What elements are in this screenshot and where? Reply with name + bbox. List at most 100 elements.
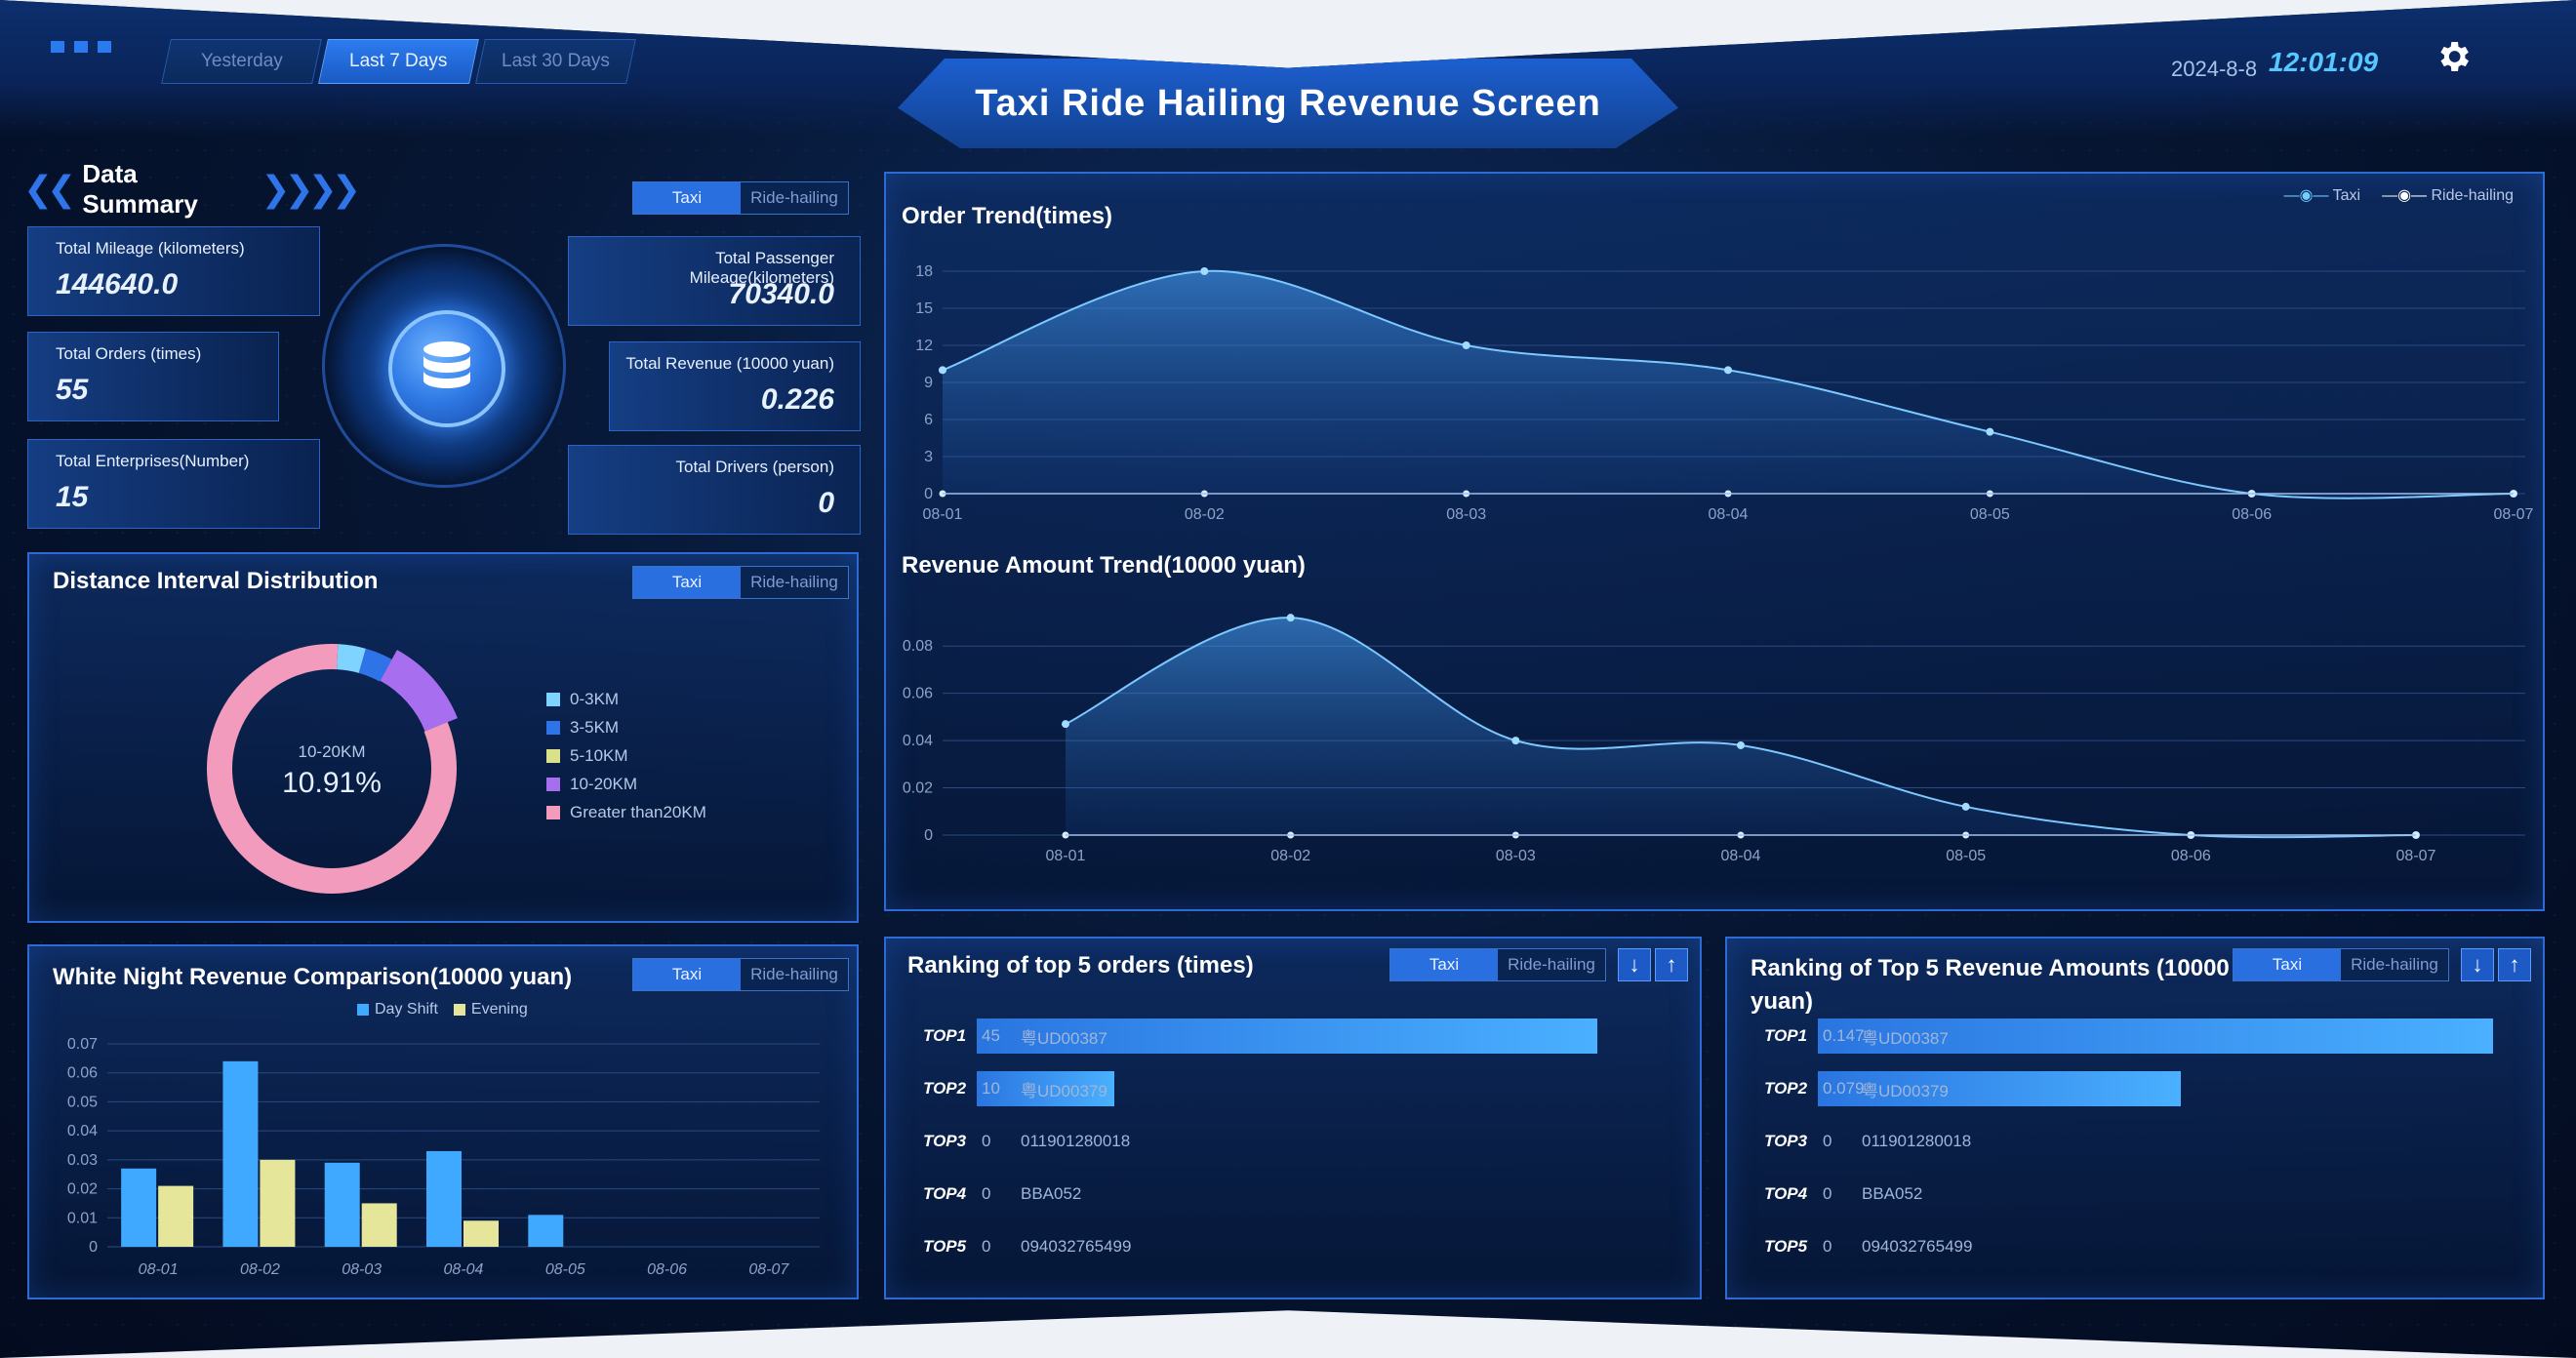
sort-down-icon[interactable]: ↓ [1618, 948, 1651, 981]
x-tick-label: 08-03 [1446, 506, 1486, 523]
bar-day-shift[interactable] [222, 1060, 259, 1247]
bar-evening[interactable] [260, 1159, 296, 1247]
donut-slice-greater-than20km [207, 644, 457, 894]
distance-title: Distance Interval Distribution [53, 568, 379, 594]
bar-evening[interactable] [158, 1185, 194, 1247]
toggle-taxi[interactable]: Taxi [1390, 949, 1498, 980]
rank-revenue-toggle: Taxi Ride-hailing [2233, 948, 2449, 981]
date-display: 2024-8-8 [2171, 57, 2258, 81]
x-tick-label: 08-01 [1046, 848, 1086, 864]
y-tick-label: 0.03 [67, 1152, 98, 1169]
bar-day-shift[interactable] [121, 1168, 157, 1247]
series-area [943, 270, 2514, 499]
x-tick-label: 08-05 [1970, 506, 2010, 523]
toggle-ride-hailing[interactable]: Ride-hailing [2341, 949, 2448, 980]
legend-item-10-20km: 10-20KM [546, 770, 706, 798]
x-tick-label: 08-02 [1185, 506, 1225, 523]
menu-dots-icon[interactable] [51, 41, 111, 53]
rank-name: 094032765499 [1021, 1237, 1132, 1256]
toggle-ride-hailing[interactable]: Ride-hailing [741, 182, 848, 214]
data-point[interactable] [1462, 341, 1470, 349]
sort-up-icon[interactable]: ↑ [1655, 948, 1688, 981]
stat-total-drivers: Total Drivers (person) 0 [568, 445, 861, 535]
rank-row[interactable]: TOP5 0 094032765499 [923, 1229, 1665, 1264]
rank-orders-toggle: Taxi Ride-hailing [1389, 948, 1606, 981]
rank-value: 0 [982, 1132, 991, 1150]
x-tick-label: 08-03 [342, 1261, 382, 1278]
rank-row[interactable]: TOP2 10 粤UD00379 [923, 1071, 1665, 1106]
x-tick-label: 08-01 [139, 1261, 179, 1278]
bar-day-shift[interactable] [426, 1150, 462, 1247]
rank-revenue-title: Ranking of Top 5 Revenue Amounts (10000 … [1751, 955, 2230, 1015]
y-tick-label: 0 [924, 827, 933, 844]
rank-row[interactable]: TOP2 0.079 粤UD00379 [1764, 1071, 2506, 1106]
rank-row[interactable]: TOP4 0 BBA052 [1764, 1177, 2506, 1212]
toggle-ride-hailing[interactable]: Ride-hailing [741, 567, 848, 598]
legend-item-day-shift: Day Shift [357, 1001, 438, 1018]
y-tick-label: 0.08 [903, 638, 933, 655]
data-point[interactable] [1737, 740, 1745, 749]
tab-yesterday[interactable]: Yesterday [161, 39, 322, 84]
rank-value: 0.079 [1823, 1079, 1865, 1098]
rank-row[interactable]: TOP5 0 094032765499 [1764, 1229, 2506, 1264]
sort-down-icon[interactable]: ↓ [2461, 948, 2494, 981]
rank-row[interactable]: TOP4 0 BBA052 [923, 1177, 1665, 1212]
legend-item-5-10km: 5-10KM [546, 741, 706, 770]
tab-last-7-days[interactable]: Last 7 Days [318, 39, 479, 84]
data-point[interactable] [1724, 366, 1732, 375]
toggle-taxi[interactable]: Taxi [633, 182, 741, 214]
toggle-taxi[interactable]: Taxi [633, 959, 741, 990]
gear-icon[interactable] [2434, 37, 2473, 76]
stat-total-revenue: Total Revenue (10000 yuan) 0.226 [609, 341, 861, 431]
x-tick-label: 08-04 [1721, 848, 1761, 864]
tab-last-30-days[interactable]: Last 30 Days [475, 39, 636, 84]
bar-evening[interactable] [361, 1203, 397, 1247]
rank-orders-sort: ↓ ↑ [1618, 948, 1688, 981]
data-summary-title: Data Summary [82, 159, 198, 219]
sort-up-icon[interactable]: ↑ [2498, 948, 2531, 981]
rank-row[interactable]: TOP1 45 粤UD00387 [923, 1018, 1665, 1054]
rank-label: TOP1 [1764, 1026, 1808, 1045]
x-tick-label: 08-07 [2396, 848, 2436, 864]
rank-value: 0 [1823, 1132, 1832, 1150]
data-point[interactable] [939, 366, 946, 375]
distance-panel: Distance Interval Distribution Taxi Ride… [27, 552, 859, 923]
database-icon [388, 310, 505, 427]
rank-value: 10 [982, 1079, 1000, 1098]
data-summary-header: ❮❮ Data Summary ❯❯❯❯ [23, 159, 361, 219]
data-point[interactable] [1200, 267, 1209, 275]
data-point[interactable] [1986, 427, 1994, 436]
bar-evening[interactable] [463, 1220, 499, 1247]
toggle-ride-hailing[interactable]: Ride-hailing [1498, 949, 1605, 980]
rank-value: 0 [1823, 1237, 1832, 1256]
data-point[interactable] [1062, 720, 1069, 729]
rank-row[interactable]: TOP1 0.147 粤UD00387 [1764, 1018, 2506, 1054]
toggle-taxi[interactable]: Taxi [633, 567, 741, 598]
x-tick-label: 08-04 [444, 1261, 484, 1278]
donut-center-label: 10-20KM [299, 742, 366, 761]
white-night-panel: White Night Revenue Comparison(10000 yua… [27, 944, 859, 1299]
revenue-trend-chart: 0 0.02 0.04 0.06 0.08 08-01 08-02 08-03 08-04 08-… [903, 614, 2525, 864]
y-tick-label: 0.02 [67, 1181, 98, 1198]
y-tick-label: 15 [915, 300, 933, 317]
legend-item-0-3km: 0-3KM [546, 685, 706, 713]
y-tick-label: 12 [915, 338, 933, 354]
rank-label: TOP2 [923, 1079, 967, 1098]
rank-row[interactable]: TOP3 0 011901280018 [923, 1124, 1665, 1159]
rank-label: TOP3 [1764, 1132, 1808, 1150]
bar-day-shift[interactable] [324, 1162, 360, 1247]
rank-revenue-panel: Ranking of Top 5 Revenue Amounts (10000 … [1725, 937, 2545, 1299]
rank-bar [1818, 1018, 2493, 1054]
data-point[interactable] [1961, 802, 1970, 811]
data-point[interactable] [1286, 614, 1295, 622]
bar-day-shift[interactable] [528, 1215, 564, 1247]
rank-bar [977, 1018, 1597, 1054]
toggle-taxi[interactable]: Taxi [2234, 949, 2341, 980]
distance-legend: 0-3KM 3-5KM 5-10KM 10-20KM Greater than2… [546, 685, 706, 826]
donut-center-value: 10.91% [282, 767, 382, 799]
rank-row[interactable]: TOP3 0 011901280018 [1764, 1124, 2506, 1159]
legend-item-taxi: —◉— Taxi [2283, 187, 2361, 204]
data-point[interactable] [1511, 737, 1520, 745]
toggle-ride-hailing[interactable]: Ride-hailing [741, 959, 848, 990]
